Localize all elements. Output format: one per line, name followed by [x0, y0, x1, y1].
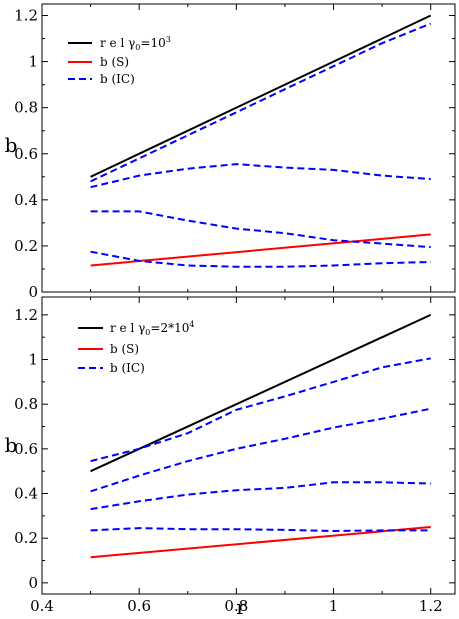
top-series-rel-line-0: [90, 14, 432, 178]
bottom-plot-frame: [41, 296, 456, 595]
bottom-y-tick-label: 0.2: [14, 529, 38, 547]
top-series-s-line-1: [90, 233, 431, 267]
bottom-x-axis-label: r: [236, 595, 246, 619]
top-series-ic-line-3: [90, 163, 431, 189]
top-legend-label-s: b (S): [100, 55, 129, 69]
bottom-y-tick-label: 0.4: [14, 485, 38, 503]
bottom-series-ic-line-4: [90, 481, 431, 511]
top-legend-label-rel: r e l γ0=103: [100, 35, 171, 52]
bottom-panel: 0 0.2 0.4 0.6 0.8 1 1.2 0.4 0.6 0.8 1 1.2 b r r e l…: [5, 296, 456, 619]
bottom-series-layer: [90, 313, 432, 559]
bottom-axes-layer: 0 0.2 0.4 0.6 0.8 1 1.2 0.4 0.6 0.8 1 1.2: [14, 296, 456, 615]
bottom-series-ic-line-3: [90, 407, 431, 493]
top-legend: r e l γ0=103 b (S) b (IC): [68, 35, 171, 86]
top-series-ic-line-2: [90, 22, 432, 183]
bottom-series-s-line-1: [90, 526, 431, 559]
top-y-tick-label: 0.4: [14, 191, 38, 209]
bottom-y-tick-label: 0: [28, 574, 38, 592]
top-series-ic-line-5: [90, 250, 431, 268]
top-plot-frame: [41, 3, 456, 293]
bottom-series-ic-line-2: [90, 357, 431, 463]
bottom-x-tick-label: 0.4: [30, 597, 54, 615]
bottom-y-tick-label: 0.6: [14, 440, 38, 458]
bottom-legend: r e l γ0=2*104 b (S) b (IC): [78, 320, 194, 375]
top-y-tick-label: 0.2: [14, 237, 38, 255]
bottom-legend-label-s: b (S): [110, 342, 139, 356]
top-y-tick-label: 1.2: [14, 7, 38, 25]
bottom-legend-label-ic: b (IC): [110, 361, 145, 375]
bottom-x-tick-label: 1.2: [419, 597, 443, 615]
top-axes-layer: 0 0.2 0.4 0.6 0.8 1 1.2: [14, 3, 456, 301]
bottom-y-tick-label: 0.8: [14, 395, 38, 413]
top-y-axis-label: b: [5, 133, 18, 157]
bottom-y-axis-label: b: [5, 433, 18, 457]
bottom-x-tick-label: 0.8: [224, 597, 248, 615]
top-y-tick-label: 1: [28, 53, 38, 71]
top-y-tick-label: 0.6: [14, 145, 38, 163]
top-y-tick-label: 0.8: [14, 99, 38, 117]
top-series-ic-line-4: [90, 210, 431, 249]
top-y-tick-label: 0: [28, 283, 38, 301]
top-series-layer: [90, 14, 432, 268]
bottom-legend-label-rel: r e l γ0=2*104: [110, 320, 194, 337]
bottom-y-tick-label: 1.2: [14, 306, 38, 324]
bottom-x-tick-label: 1: [329, 597, 339, 615]
bottom-series-rel-line-0: [90, 313, 432, 473]
bottom-series-ic-line-5: [90, 527, 431, 533]
bottom-x-tick-label: 0.6: [127, 597, 151, 615]
top-panel: 0 0.2 0.4 0.6 0.8 1 1.2 b r e l γ0=103 b (S) b…: [5, 3, 456, 301]
top-legend-label-ic: b (IC): [100, 72, 135, 86]
bottom-y-tick-label: 1: [28, 351, 38, 369]
